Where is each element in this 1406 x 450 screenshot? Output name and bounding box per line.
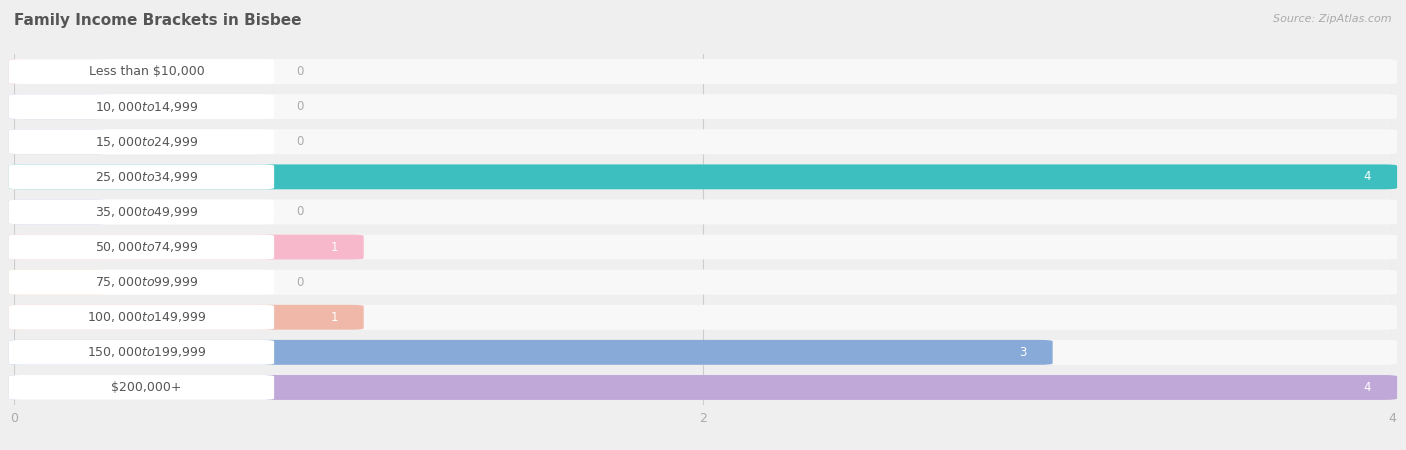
FancyBboxPatch shape [8, 94, 1398, 119]
Text: 3: 3 [1019, 346, 1026, 359]
Text: Family Income Brackets in Bisbee: Family Income Brackets in Bisbee [14, 14, 301, 28]
Text: $35,000 to $49,999: $35,000 to $49,999 [94, 205, 198, 219]
Text: 0: 0 [297, 100, 304, 113]
FancyBboxPatch shape [8, 305, 1398, 330]
Text: 0: 0 [297, 135, 304, 148]
FancyBboxPatch shape [8, 270, 1398, 295]
Text: $200,000+: $200,000+ [111, 381, 181, 394]
Text: $75,000 to $99,999: $75,000 to $99,999 [94, 275, 198, 289]
Text: $150,000 to $199,999: $150,000 to $199,999 [87, 345, 207, 360]
FancyBboxPatch shape [8, 340, 1053, 365]
Text: $50,000 to $74,999: $50,000 to $74,999 [94, 240, 198, 254]
Text: 0: 0 [297, 206, 304, 218]
Text: 0: 0 [297, 65, 304, 78]
Text: 4: 4 [1364, 171, 1371, 183]
FancyBboxPatch shape [8, 234, 274, 260]
FancyBboxPatch shape [8, 199, 108, 225]
FancyBboxPatch shape [8, 340, 274, 365]
Text: 1: 1 [330, 241, 337, 253]
FancyBboxPatch shape [8, 375, 1398, 400]
Text: 0: 0 [297, 276, 304, 288]
Text: Source: ZipAtlas.com: Source: ZipAtlas.com [1274, 14, 1392, 23]
FancyBboxPatch shape [8, 129, 1398, 154]
Text: $15,000 to $24,999: $15,000 to $24,999 [94, 135, 198, 149]
FancyBboxPatch shape [8, 305, 274, 330]
Text: $10,000 to $14,999: $10,000 to $14,999 [94, 99, 198, 114]
FancyBboxPatch shape [8, 59, 274, 84]
FancyBboxPatch shape [8, 375, 1398, 400]
FancyBboxPatch shape [8, 199, 1398, 225]
Text: $100,000 to $149,999: $100,000 to $149,999 [87, 310, 207, 324]
FancyBboxPatch shape [8, 305, 364, 330]
Text: 4: 4 [1364, 381, 1371, 394]
FancyBboxPatch shape [8, 234, 1398, 260]
FancyBboxPatch shape [8, 129, 108, 154]
FancyBboxPatch shape [8, 270, 108, 295]
FancyBboxPatch shape [8, 164, 1398, 189]
FancyBboxPatch shape [8, 375, 274, 400]
FancyBboxPatch shape [8, 59, 1398, 84]
FancyBboxPatch shape [8, 164, 1398, 189]
Text: 1: 1 [330, 311, 337, 324]
FancyBboxPatch shape [8, 199, 274, 225]
FancyBboxPatch shape [8, 59, 108, 84]
FancyBboxPatch shape [8, 94, 274, 119]
Text: $25,000 to $34,999: $25,000 to $34,999 [94, 170, 198, 184]
FancyBboxPatch shape [8, 94, 108, 119]
FancyBboxPatch shape [8, 234, 364, 260]
Text: Less than $10,000: Less than $10,000 [89, 65, 204, 78]
FancyBboxPatch shape [8, 164, 274, 189]
FancyBboxPatch shape [8, 340, 1398, 365]
FancyBboxPatch shape [8, 270, 274, 295]
FancyBboxPatch shape [8, 129, 274, 154]
